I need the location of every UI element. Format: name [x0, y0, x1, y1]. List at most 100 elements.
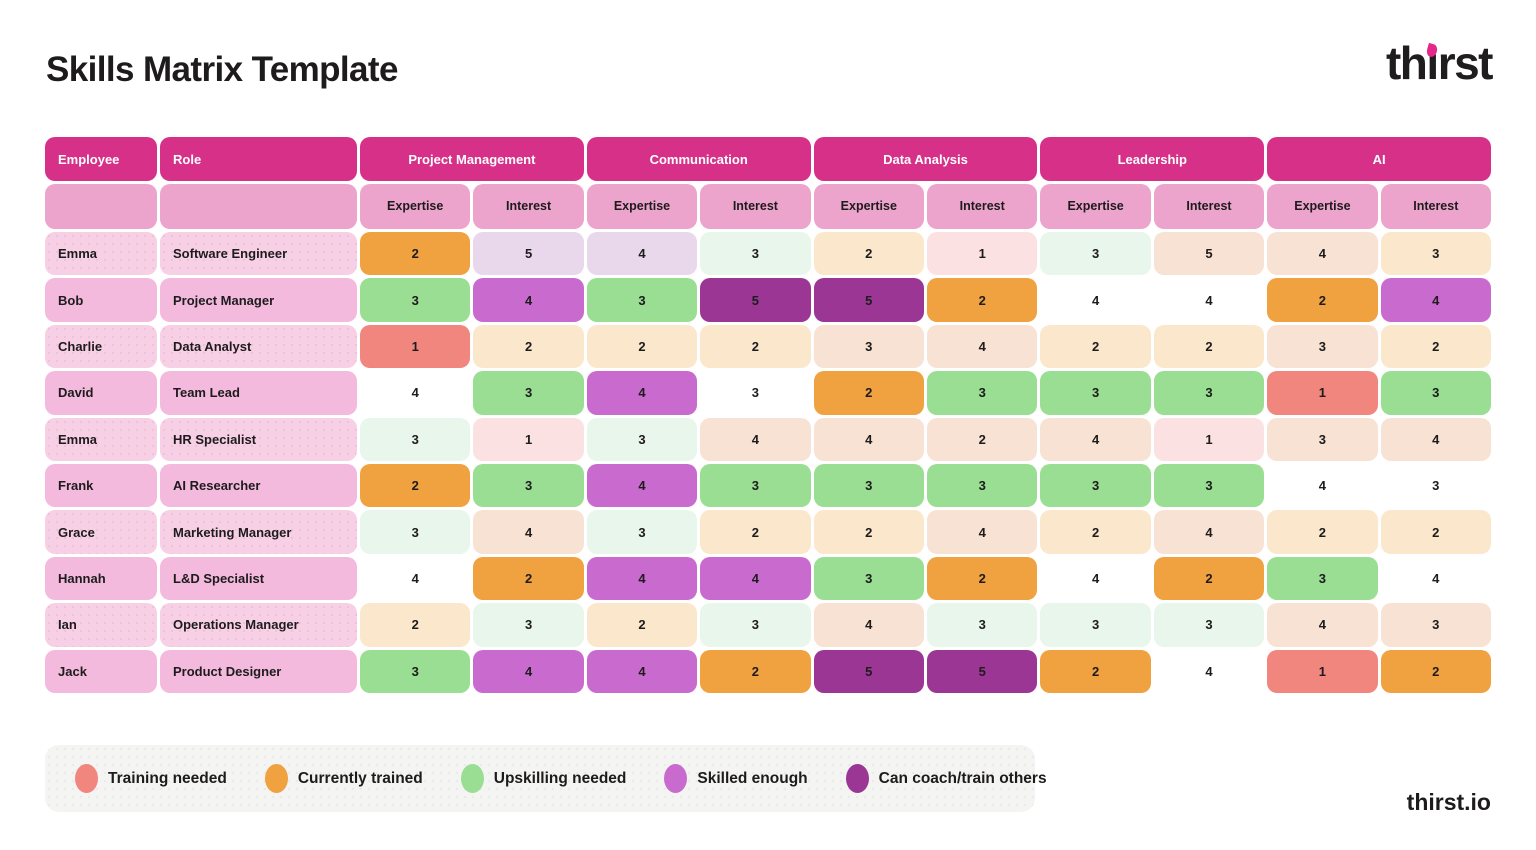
- skill-value-cell: 4: [813, 417, 924, 461]
- skill-value-cell: 1: [1267, 649, 1378, 693]
- skill-value-cell: 3: [1380, 603, 1491, 647]
- skill-value-cell: 2: [1380, 649, 1491, 693]
- thirst-logo[interactable]: th ırst: [1386, 37, 1494, 89]
- skill-value-cell: 4: [1091, 292, 1100, 308]
- role-cell: Software Engineer: [160, 232, 357, 276]
- skill-value-cell: 2: [473, 324, 584, 369]
- subheader-expertise: Expertise: [360, 184, 471, 229]
- subheader-expertise: Expertise: [586, 184, 698, 229]
- skill-value-cell: 3: [813, 463, 924, 508]
- role-cell: Operations Manager: [160, 603, 357, 647]
- skill-value-cell: 3: [1040, 603, 1151, 647]
- legend: Training needed Currently trained Upskilli…: [45, 745, 1047, 812]
- skill-value-cell: 5: [927, 649, 1038, 693]
- employee-name-cell: Charlie: [45, 324, 157, 369]
- subheader-spacer-employee: [45, 184, 157, 229]
- category-header: Data Analysis: [813, 137, 1038, 181]
- skill-value-cell: 3: [927, 463, 1038, 508]
- skill-value-cell: 2: [1040, 324, 1151, 369]
- skill-value-cell: 4: [1040, 417, 1151, 461]
- skills-matrix-table: Employee Role Project Management Communicat…: [45, 137, 1491, 693]
- footer-brand[interactable]: thirst.io: [1406, 789, 1491, 815]
- skill-value-cell: 3: [700, 232, 811, 276]
- skill-value-cell: 4: [473, 649, 584, 693]
- skill-value-cell: 1: [473, 417, 584, 461]
- skill-value-cell: 3: [1153, 603, 1265, 647]
- skill-value-cell: 3: [473, 463, 584, 508]
- skill-value-cell: 2: [1040, 649, 1151, 693]
- skill-value-cell: 4: [1318, 478, 1326, 494]
- skill-value-cell: 4: [1091, 570, 1100, 586]
- category-header: Leadership: [1040, 137, 1265, 181]
- legend-label: Can coach/train others: [878, 769, 1047, 787]
- skill-value-cell: 4: [411, 570, 419, 586]
- skill-value-cell: 4: [586, 649, 698, 693]
- skill-value-cell: 2: [1267, 510, 1378, 554]
- employee-name-cell: Emma: [45, 232, 157, 276]
- legend-item: Skilled enough: [664, 764, 808, 793]
- skill-value-cell: 3: [360, 278, 471, 322]
- skill-value-cell: 3: [927, 371, 1038, 415]
- skill-value-cell: 2: [1153, 556, 1265, 601]
- skill-value-cell: 4: [473, 510, 584, 554]
- legend-label: Training needed: [108, 769, 227, 787]
- column-header-employee: Employee: [45, 137, 157, 181]
- subheader-interest: Interest: [700, 184, 811, 229]
- employee-name-cell: Grace: [45, 510, 157, 554]
- skill-value-cell: 3: [1040, 371, 1151, 415]
- skill-value-cell: 2: [360, 463, 471, 508]
- employee-name-cell: David: [45, 371, 157, 415]
- subheader-interest: Interest: [927, 184, 1038, 229]
- skill-value-cell: 2: [927, 556, 1038, 601]
- skill-value-cell: 5: [473, 232, 584, 276]
- column-header-role: Role: [160, 137, 357, 181]
- subheader-expertise: Expertise: [813, 184, 924, 229]
- subheader-expertise: Expertise: [1040, 184, 1151, 229]
- skill-value-cell: 4: [586, 556, 698, 601]
- skill-value-cell: 3: [1153, 463, 1265, 508]
- skill-value-cell: 3: [586, 510, 698, 554]
- skill-value-cell: 5: [1153, 232, 1265, 276]
- role-cell: Marketing Manager: [160, 510, 357, 554]
- skill-value-cell: 3: [1432, 478, 1440, 494]
- skill-value-cell: 2: [700, 649, 811, 693]
- skill-value-cell: 4: [927, 324, 1038, 369]
- employee-name-cell: Hannah: [45, 556, 157, 601]
- skill-value-cell: 3: [360, 649, 471, 693]
- skill-value-cell: 3: [473, 371, 584, 415]
- skill-value-cell: 4: [586, 463, 698, 508]
- skill-value-cell: 3: [927, 603, 1038, 647]
- skill-value-cell: 4: [411, 385, 419, 401]
- skill-value-cell: 4: [1432, 570, 1440, 586]
- skill-value-cell: 4: [473, 278, 584, 322]
- legend-item: Training needed: [75, 764, 227, 793]
- skill-value-cell: 2: [586, 603, 698, 647]
- skill-value-cell: 1: [927, 232, 1038, 276]
- legend-swatch-purple: [845, 764, 869, 793]
- subheader-interest: Interest: [1380, 184, 1491, 229]
- legend-label: Skilled enough: [697, 769, 808, 787]
- role-cell: AI Researcher: [160, 463, 357, 508]
- skill-value-cell: 2: [360, 603, 471, 647]
- skill-value-cell: 2: [813, 232, 924, 276]
- legend-swatch-orchid: [664, 764, 688, 793]
- employee-name-cell: Jack: [45, 649, 157, 693]
- skill-value-cell: 2: [1153, 324, 1265, 369]
- skill-value-cell: 3: [1380, 232, 1491, 276]
- skill-value-cell: 3: [813, 556, 924, 601]
- skill-value-cell: 4: [586, 371, 698, 415]
- legend-swatch-orange: [264, 764, 288, 793]
- category-header: Communication: [586, 137, 811, 181]
- skill-value-cell: 1: [1153, 417, 1265, 461]
- skill-value-cell: 4: [1380, 278, 1491, 322]
- logo-letter-i: ı: [1425, 40, 1439, 86]
- skill-value-cell: 2: [586, 324, 698, 369]
- legend-label: Upskilling needed: [493, 769, 627, 787]
- skill-value-cell: 4: [700, 556, 811, 601]
- skill-value-cell: 3: [1267, 556, 1378, 601]
- skill-value-cell: 2: [927, 278, 1038, 322]
- legend-item: Currently trained: [264, 764, 423, 793]
- skill-value-cell: 2: [1040, 510, 1151, 554]
- logo-text-suffix: rst: [1437, 37, 1494, 89]
